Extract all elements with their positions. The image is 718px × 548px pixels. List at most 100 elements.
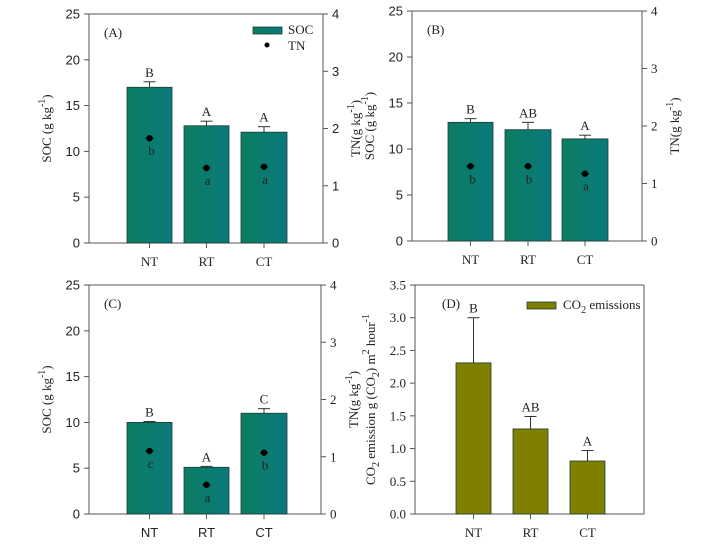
y2-tick-label: 4 bbox=[332, 7, 339, 22]
y2-tick-label: 0 bbox=[330, 507, 337, 522]
significance-letter: A bbox=[580, 118, 590, 133]
significance-letter: A bbox=[259, 110, 269, 125]
y-tick-label: 3.0 bbox=[390, 310, 406, 325]
panel-label: (C) bbox=[104, 296, 121, 311]
y-tick-label: 20 bbox=[66, 52, 80, 67]
bar-nt bbox=[126, 86, 173, 244]
panel-b: 0 5 10 15 20 25 0 1 2 3 4 B NT AB RT A CT b b a (B) SOC (g kg… bbox=[360, 4, 682, 268]
y-tick-label: 5 bbox=[73, 461, 80, 476]
x-tick-label: NT bbox=[141, 525, 158, 540]
legend: CO2 emissions bbox=[526, 297, 641, 316]
panel-label: (B) bbox=[427, 22, 444, 37]
y-tick-label: 0 bbox=[73, 507, 80, 522]
significance-letter: AB bbox=[519, 105, 537, 120]
panel-label: (A) bbox=[104, 25, 122, 40]
y2-axis-label: TN(g kg-1) bbox=[346, 100, 363, 157]
y2-tick-label: 2 bbox=[330, 392, 337, 407]
bar-nt bbox=[447, 121, 494, 242]
significance-letter: B bbox=[145, 404, 154, 419]
tn-significance-letter: b bbox=[526, 171, 533, 186]
y2-tick-label: 4 bbox=[651, 4, 658, 19]
tn-significance-letter: c bbox=[148, 456, 154, 471]
y-tick-label: 10 bbox=[66, 144, 80, 159]
x-tick-label: CT bbox=[577, 252, 594, 267]
y-tick-label: 0.0 bbox=[390, 507, 406, 522]
x-tick-label: RT bbox=[198, 525, 215, 540]
tn-significance-letter: a bbox=[205, 173, 211, 188]
y-tick-label: 2.5 bbox=[390, 343, 406, 358]
y-tick-label: 25 bbox=[66, 278, 80, 293]
y-tick-label: 15 bbox=[389, 96, 403, 111]
significance-letter: B bbox=[145, 65, 154, 80]
x-tick-label: NT bbox=[141, 254, 158, 269]
y2-tick-label: 1 bbox=[330, 449, 337, 464]
y-tick-label: 3.5 bbox=[390, 278, 406, 293]
y-tick-label: 2.0 bbox=[390, 376, 406, 391]
y-tick-label: 0 bbox=[73, 236, 80, 251]
panel-c: 0 5 10 15 20 25 0 1 2 3 4 B NT A RT C CT c a b (C) SOC (g kg-… bbox=[37, 278, 361, 541]
bar-nt bbox=[455, 362, 492, 515]
y-tick-label: 20 bbox=[389, 50, 403, 65]
y2-tick-label: 4 bbox=[330, 278, 337, 293]
x-tick-label: CT bbox=[579, 525, 596, 540]
y-tick-label: 10 bbox=[66, 415, 80, 430]
tn-significance-letter: a bbox=[205, 490, 211, 505]
legend-swatch-soc bbox=[252, 26, 283, 35]
y-tick-label: 15 bbox=[66, 369, 80, 384]
legend-label-soc: SOC bbox=[288, 22, 313, 37]
significance-letter: A bbox=[583, 434, 593, 449]
tn-significance-letter: b bbox=[148, 143, 155, 158]
y-tick-label: 25 bbox=[389, 4, 403, 19]
x-tick-label: NT bbox=[462, 252, 479, 267]
y2-tick-label: 0 bbox=[651, 234, 658, 249]
legend-label-tn: TN bbox=[288, 38, 306, 53]
y-tick-label: 1.0 bbox=[390, 441, 406, 456]
significance-letter: B bbox=[466, 102, 475, 117]
legend-marker-tn bbox=[264, 42, 270, 48]
tn-significance-letter: b bbox=[262, 458, 269, 473]
y2-tick-label: 3 bbox=[332, 64, 339, 79]
y-axis-label: SOC (g kg-1) bbox=[360, 92, 377, 160]
y-tick-label: 20 bbox=[66, 323, 80, 338]
y-axis-label: CO2 emission g (CO2) m2 hour-1 bbox=[361, 314, 382, 485]
bar-rt bbox=[183, 466, 230, 515]
tn-significance-letter: a bbox=[262, 172, 268, 187]
panel-d: 0.0 0.5 1.0 1.5 2.0 2.5 3.0 3.5 B NT AB RT A CT (D) CO2… bbox=[361, 278, 645, 540]
bar-rt bbox=[512, 428, 549, 515]
bar-rt bbox=[504, 129, 552, 242]
y-tick-label: 5 bbox=[73, 190, 80, 205]
y-axis-label: SOC (g kg-1) bbox=[37, 365, 54, 433]
y-axis-label: SOC (g kg-1) bbox=[37, 94, 54, 162]
y2-tick-label: 2 bbox=[332, 121, 339, 136]
y2-tick-label: 1 bbox=[651, 176, 658, 191]
significance-letter: C bbox=[260, 392, 269, 407]
legend-label-co2: CO2 emissions bbox=[563, 297, 641, 316]
significance-letter: A bbox=[202, 449, 212, 464]
x-tick-label: RT bbox=[523, 525, 539, 540]
x-tick-label: NT bbox=[465, 525, 482, 540]
y2-tick-label: 0 bbox=[332, 236, 339, 251]
bar-ct bbox=[240, 131, 288, 244]
y-tick-label: 10 bbox=[389, 142, 403, 157]
x-tick-label: RT bbox=[520, 252, 536, 267]
bar-ct bbox=[569, 460, 606, 515]
y-tick-label: 0.5 bbox=[390, 474, 406, 489]
y-tick-label: 5 bbox=[396, 188, 403, 203]
tn-significance-letter: b bbox=[469, 171, 476, 186]
x-tick-label: RT bbox=[199, 254, 215, 269]
y2-tick-label: 3 bbox=[651, 61, 658, 76]
y2-tick-label: 2 bbox=[651, 119, 658, 134]
significance-letter: A bbox=[202, 104, 212, 119]
y-tick-label: 15 bbox=[66, 98, 80, 113]
y-tick-label: 0 bbox=[396, 234, 403, 249]
y-tick-label: 1.5 bbox=[390, 408, 406, 423]
y-tick-label: 25 bbox=[66, 7, 80, 22]
y2-tick-label: 3 bbox=[330, 335, 337, 350]
tn-significance-letter: a bbox=[583, 179, 589, 194]
panel-label: (D) bbox=[442, 296, 460, 311]
significance-letter: B bbox=[469, 301, 478, 316]
x-tick-label: CT bbox=[255, 525, 272, 540]
y2-axis-label: TN(g kg-1) bbox=[665, 97, 682, 154]
